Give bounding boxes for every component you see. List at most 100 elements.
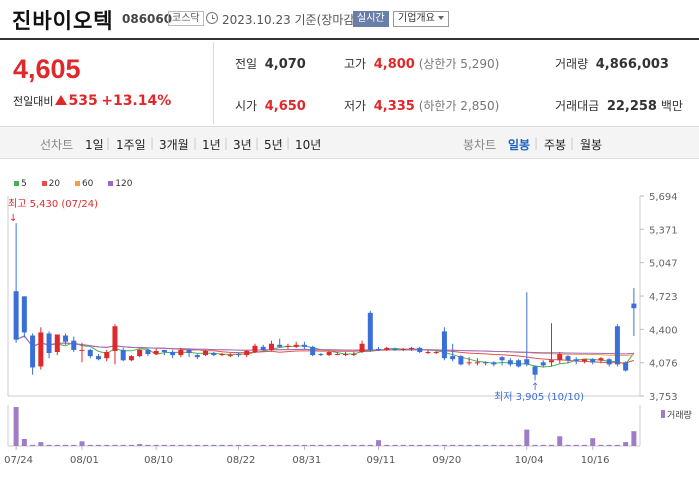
period-1y-button[interactable]: 1년	[202, 138, 221, 152]
volume-bar	[417, 444, 423, 446]
stat-high: 고가 4,800 (상한가 5,290)	[344, 55, 499, 72]
period-3m-button[interactable]: 3개월	[159, 138, 189, 152]
candle-body	[524, 359, 530, 365]
y-tick-label: 4,723	[649, 292, 678, 303]
x-tick-label: 07/24	[4, 455, 33, 466]
candle-body	[178, 349, 184, 356]
candle-body	[474, 362, 480, 364]
candle-body	[417, 347, 423, 353]
candle-body	[95, 356, 101, 360]
volume-bar	[301, 444, 307, 446]
candle-body	[211, 353, 217, 356]
candle-body	[244, 350, 250, 356]
x-tick-label: 09/20	[432, 455, 461, 466]
candle-body	[425, 352, 431, 354]
legend-label: 20	[48, 179, 61, 189]
line-chart-label: 선차트	[40, 138, 74, 152]
market-badge: 코스닥	[168, 11, 204, 26]
realtime-button[interactable]: 실시간	[353, 11, 389, 27]
period-5y-button[interactable]: 5년	[264, 138, 283, 152]
x-tick-label: 08/10	[144, 455, 173, 466]
current-price: 4,605	[13, 54, 81, 84]
candle-body	[46, 333, 52, 354]
legend-item-60: 60	[74, 179, 99, 189]
y-tick-label: 5,694	[649, 192, 678, 203]
stat-value: 4,650	[264, 99, 306, 114]
stat-open: 시가 4,650	[235, 97, 306, 114]
period-3y-button[interactable]: 3년	[233, 138, 252, 152]
volume-bar	[71, 444, 77, 446]
period-1d-button[interactable]: 1일	[85, 138, 104, 152]
volume-bar	[450, 444, 456, 446]
candle-body	[318, 354, 324, 356]
stat-value: 4,800	[373, 57, 415, 72]
candle-body	[104, 352, 110, 359]
volume-bar	[38, 442, 44, 446]
candle-body	[400, 348, 406, 350]
legend-item-5: 5	[14, 179, 33, 189]
volume-legend-swatch	[661, 410, 665, 418]
volume-bar	[590, 438, 596, 446]
volume-bar	[516, 444, 522, 446]
volume-label: 거래량	[667, 409, 692, 421]
candle-body	[392, 348, 398, 350]
candle-body	[236, 354, 242, 356]
volume-bar	[524, 429, 530, 446]
legend-item-120: 120	[108, 179, 138, 189]
stat-label: 전일	[235, 57, 258, 71]
stat-value: 4,335	[373, 99, 415, 114]
volume-bar	[367, 444, 373, 446]
candle-body	[326, 352, 332, 356]
candle-body	[516, 360, 522, 367]
candle-body	[63, 335, 69, 342]
period-10y-button[interactable]: 10년	[295, 138, 322, 152]
volume-bar	[425, 444, 431, 446]
volume-bar	[30, 444, 36, 446]
volume-bar	[194, 444, 200, 446]
candle-body	[120, 349, 126, 361]
separator: |	[224, 136, 229, 150]
volume-bar	[400, 444, 406, 446]
y-tick-label: 4,400	[649, 325, 678, 336]
stat-low: 저가 4,335 (하한가 2,850)	[344, 97, 499, 114]
candle-body	[203, 350, 209, 356]
candle-body	[408, 347, 414, 349]
separator: |	[150, 136, 155, 150]
candle-body	[450, 356, 456, 360]
candle-body	[227, 355, 233, 357]
candle-body	[491, 362, 497, 365]
daily-candle-button[interactable]: 일봉	[508, 138, 531, 152]
stat-sub: (상한가 5,290)	[418, 57, 500, 71]
volume-bar	[63, 444, 69, 446]
weekly-candle-button[interactable]: 주봉	[544, 138, 567, 152]
candle-body	[30, 335, 36, 368]
volume-bar	[507, 444, 513, 446]
period-bar: 선차트 1일 | 1주일 | 3개월 | 1년 | 3년 | 5년 | 10년 …	[0, 126, 699, 159]
volume-bar	[598, 444, 604, 446]
volume-bar	[343, 444, 349, 446]
volume-bar	[227, 444, 233, 446]
volume-bar	[581, 444, 587, 446]
x-tick-label: 08/22	[227, 455, 256, 466]
candle-body	[13, 291, 19, 340]
volume-bar	[458, 444, 464, 446]
volume-bar	[137, 444, 143, 446]
candle-body	[161, 349, 167, 353]
candle-body	[351, 354, 357, 356]
monthly-candle-button[interactable]: 월봉	[580, 138, 603, 152]
candle-body	[466, 362, 472, 364]
volume-bar	[260, 444, 266, 446]
stat-label: 거래량	[555, 57, 589, 71]
candle-body	[79, 349, 85, 351]
company-overview-button[interactable]: 기업개요	[393, 11, 449, 27]
high-annotation: 최고 5,430 (07/24)	[8, 198, 98, 210]
volume-bar	[351, 444, 357, 446]
legend-item-20: 20	[41, 179, 66, 189]
period-1w-button[interactable]: 1주일	[116, 138, 146, 152]
volume-bar	[433, 444, 439, 446]
candle-body	[21, 296, 27, 333]
volume-bar	[252, 444, 258, 446]
volume-bar	[623, 442, 629, 446]
volume-bar	[79, 441, 85, 446]
